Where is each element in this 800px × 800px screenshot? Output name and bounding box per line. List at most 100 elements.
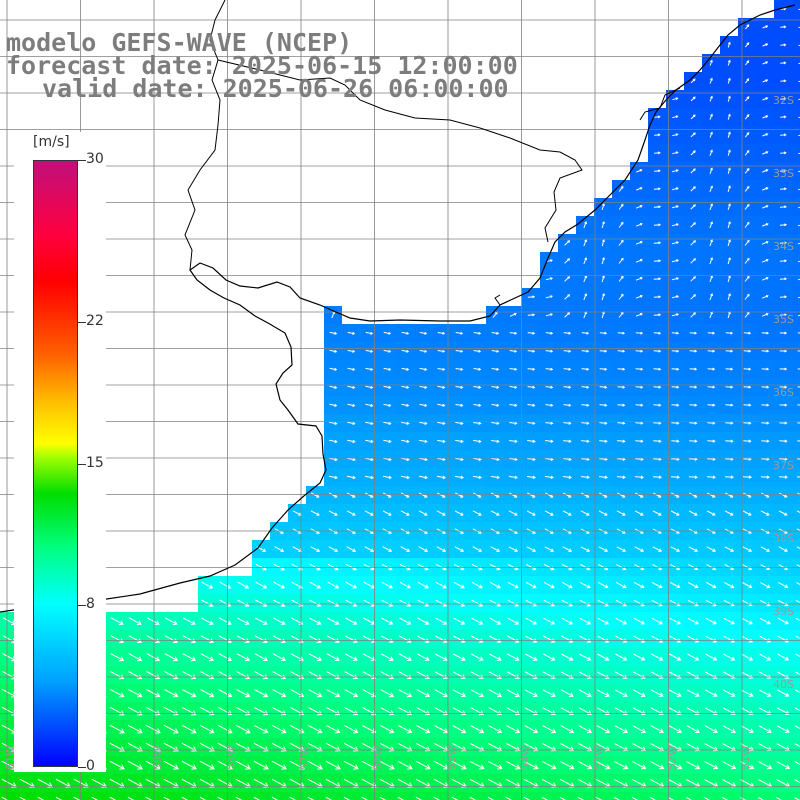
wind-arrow bbox=[760, 510, 770, 516]
wind-arrow bbox=[779, 439, 788, 443]
wind-arrow bbox=[762, 133, 769, 137]
wind-arrow bbox=[525, 635, 538, 643]
wind-arrow bbox=[578, 725, 593, 734]
wind-arrow bbox=[545, 457, 554, 461]
wind-arrow bbox=[597, 617, 610, 625]
wind-arrow bbox=[724, 546, 735, 552]
wind-arrow bbox=[744, 132, 750, 138]
wind-cell bbox=[558, 792, 576, 800]
wind-arrow bbox=[543, 635, 556, 643]
wind-arrow bbox=[273, 581, 286, 589]
wind-arrow bbox=[564, 276, 571, 282]
wind-arrow bbox=[473, 349, 482, 353]
wind-arrow bbox=[580, 510, 590, 516]
wind-arrow bbox=[667, 796, 675, 800]
wind-arrow bbox=[163, 742, 179, 752]
wind-arrow bbox=[760, 546, 770, 552]
lat-label: 34S bbox=[773, 240, 794, 253]
wind-arrow bbox=[364, 546, 375, 552]
wind-arrow bbox=[455, 403, 464, 407]
wind-arrow bbox=[399, 617, 412, 625]
wind-arrow bbox=[254, 635, 268, 643]
wind-arrow bbox=[653, 295, 662, 299]
wind-arrow bbox=[563, 421, 572, 425]
wind-cell bbox=[648, 792, 666, 800]
wind-arrow bbox=[433, 796, 441, 800]
wind-cell bbox=[360, 792, 378, 800]
wind-arrow bbox=[618, 311, 624, 318]
wind-arrow bbox=[455, 349, 464, 353]
colorbar-tick-label: 30 bbox=[86, 151, 104, 167]
wind-arrow bbox=[307, 760, 323, 770]
wind-arrow bbox=[473, 492, 482, 498]
wind-arrow bbox=[579, 617, 592, 625]
wind-arrow bbox=[379, 796, 387, 800]
wind-arrow bbox=[419, 421, 428, 425]
wind-arrow bbox=[307, 724, 323, 734]
wind-cell bbox=[198, 792, 216, 800]
wind-arrow bbox=[309, 617, 322, 625]
wind-arrow bbox=[797, 440, 800, 442]
wind-arrow bbox=[524, 653, 538, 661]
wind-arrow bbox=[419, 385, 428, 389]
wind-cell bbox=[792, 360, 800, 378]
wind-cell bbox=[792, 54, 800, 72]
wind-arrow bbox=[745, 78, 750, 84]
wind-arrow bbox=[598, 546, 609, 552]
wind-arrow bbox=[400, 546, 411, 552]
wind-cell bbox=[792, 558, 800, 576]
wind-cell bbox=[216, 792, 234, 800]
wind-arrow bbox=[742, 582, 753, 589]
wind-arrow bbox=[671, 492, 680, 498]
wind-arrow bbox=[709, 275, 713, 283]
wind-arrow bbox=[200, 653, 215, 662]
wind-arrow bbox=[650, 743, 665, 752]
lon-label: 58W bbox=[225, 745, 238, 770]
wind-cell bbox=[792, 306, 800, 324]
wind-arrow bbox=[453, 581, 465, 589]
wind-arrow bbox=[596, 743, 611, 752]
lon-label: 56W bbox=[372, 745, 385, 770]
wind-arrow bbox=[727, 95, 731, 102]
wind-arrow bbox=[796, 582, 800, 586]
wind-arrow bbox=[794, 743, 800, 748]
wind-arrow bbox=[632, 761, 647, 770]
wind-arrow bbox=[704, 761, 719, 770]
wind-arrow bbox=[635, 349, 644, 353]
wind-arrow bbox=[365, 403, 374, 407]
wind-arrow bbox=[633, 617, 646, 625]
wind-arrow bbox=[709, 239, 713, 247]
wind-arrow bbox=[452, 689, 467, 698]
wind-arrow bbox=[743, 421, 752, 425]
wind-arrow bbox=[581, 403, 590, 407]
wind-arrow bbox=[417, 581, 429, 589]
wind-arrow bbox=[670, 510, 680, 516]
wind-arrow bbox=[437, 385, 446, 389]
wind-arrow bbox=[690, 276, 696, 282]
wind-arrow bbox=[437, 421, 446, 425]
wind-arrow bbox=[289, 796, 297, 800]
wind-arrow bbox=[199, 760, 215, 770]
wind-arrow bbox=[91, 796, 99, 800]
wind-arrow bbox=[689, 331, 698, 335]
wind-arrow bbox=[742, 510, 752, 516]
wind-arrow bbox=[328, 546, 339, 552]
wind-arrow bbox=[651, 635, 664, 643]
wind-arrow bbox=[634, 546, 645, 552]
wind-arrow bbox=[759, 653, 772, 661]
lat-label: 40S bbox=[773, 678, 794, 691]
title-model: modelo GEFS-WAVE (NCEP) bbox=[6, 28, 353, 57]
wind-arrow bbox=[401, 331, 410, 335]
wind-arrow bbox=[796, 546, 800, 550]
wind-arrow bbox=[455, 385, 464, 389]
wind-arrow bbox=[326, 689, 341, 698]
wind-arrow bbox=[761, 385, 770, 389]
wind-arrow bbox=[650, 725, 665, 734]
wind-cell bbox=[792, 576, 800, 594]
wind-arrow bbox=[671, 313, 680, 317]
wind-arrow bbox=[401, 439, 410, 443]
wind-arrow bbox=[436, 546, 447, 552]
wind-arrow bbox=[253, 760, 269, 770]
wind-arrow bbox=[217, 796, 225, 800]
wind-arrow bbox=[581, 439, 590, 443]
